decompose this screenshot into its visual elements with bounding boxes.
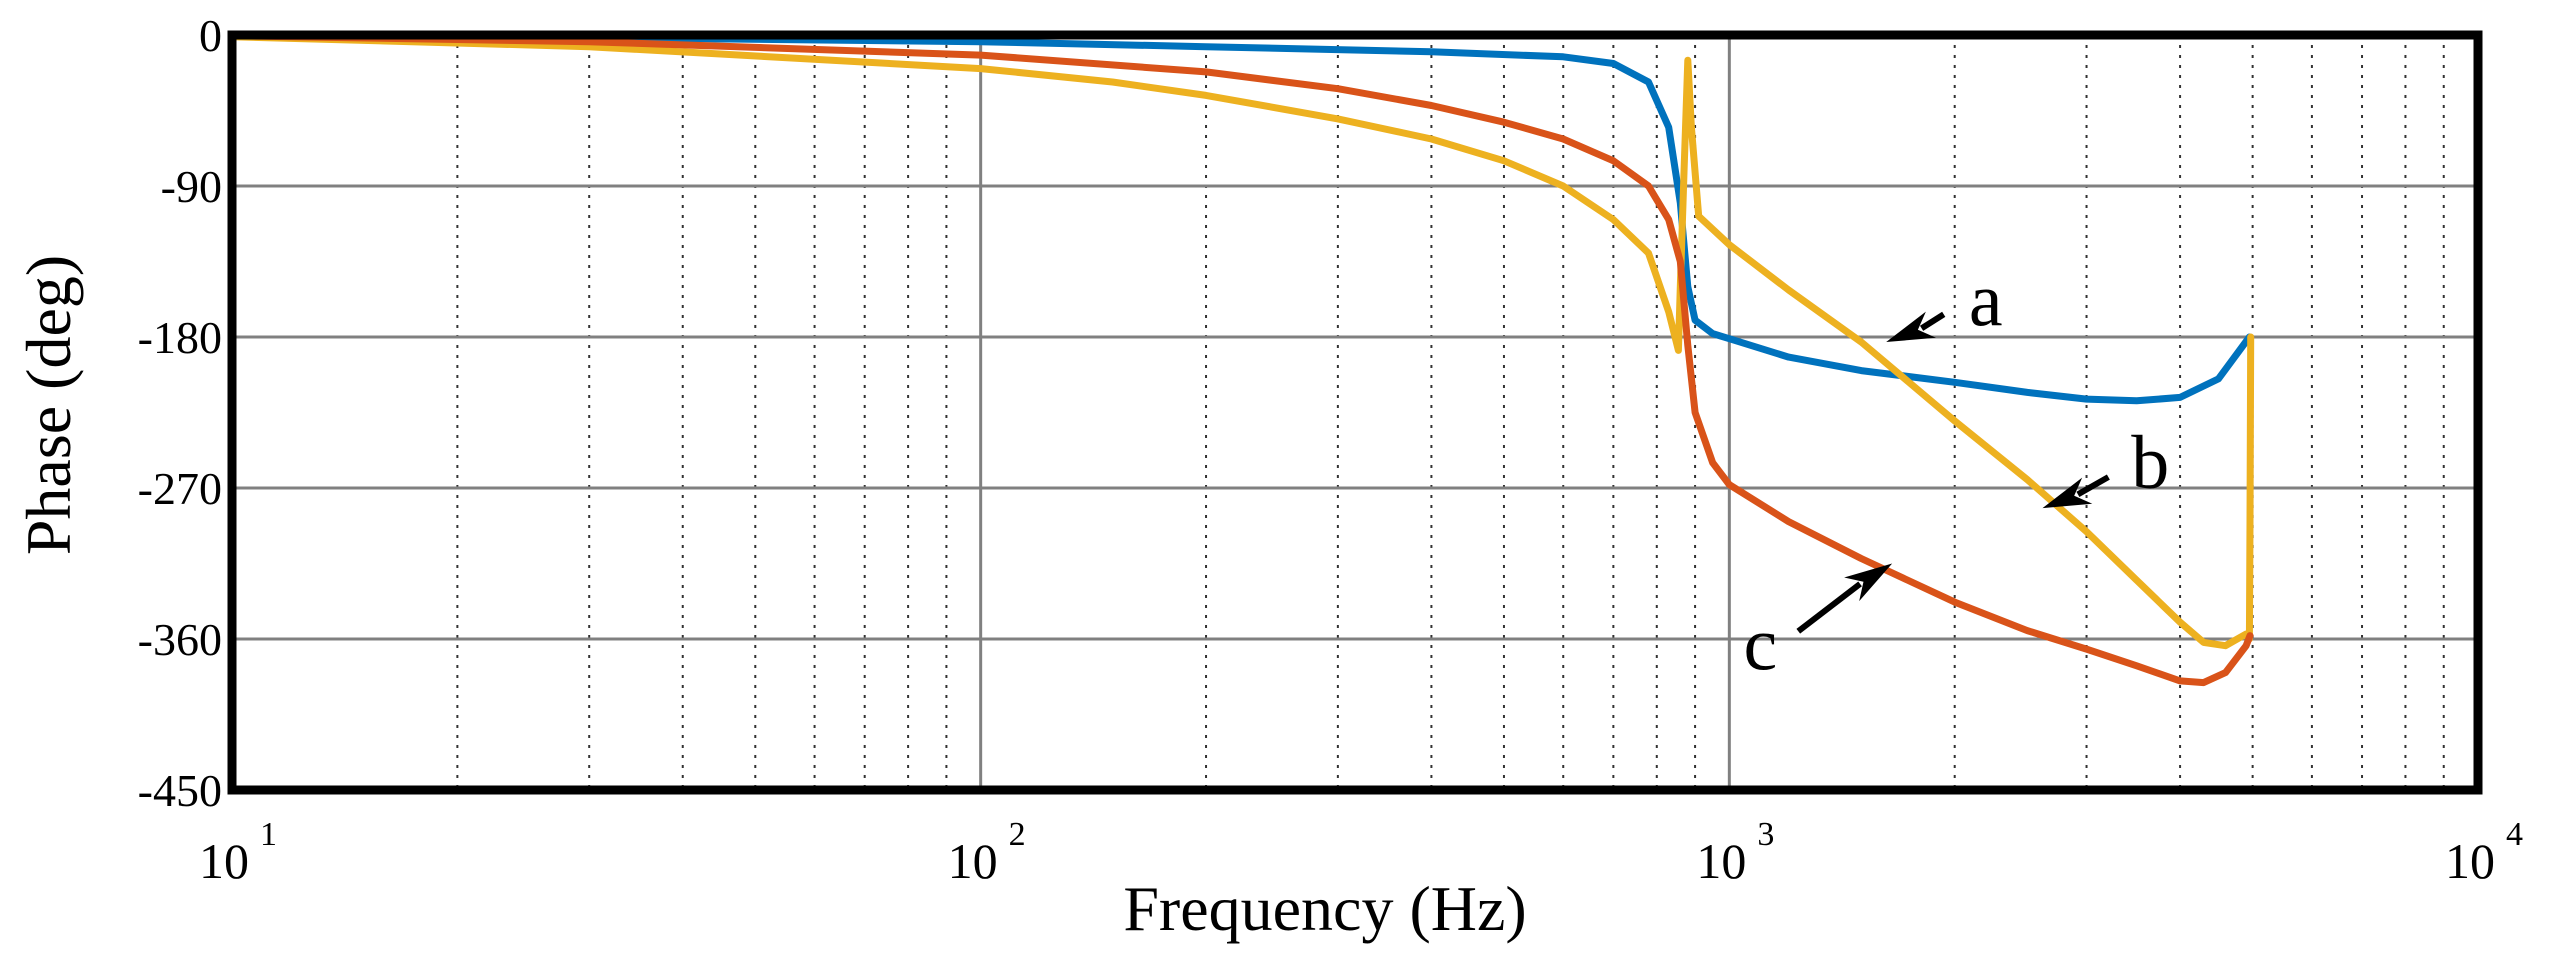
x-tick-label-exponent: 2	[1009, 816, 1026, 853]
annotation-label-c: c	[1743, 602, 1777, 686]
series-line-c	[228, 32, 2254, 687]
annotations: a b c	[1743, 258, 2169, 686]
annotation-arrowhead-c	[1844, 563, 1893, 602]
x-tick-label-exponent: 1	[260, 816, 277, 853]
y-axis-label: Phase (deg)	[13, 255, 84, 555]
x-tick-label-base: 10	[1696, 833, 1746, 889]
y-tick-label: -360	[138, 614, 222, 665]
x-axis-label: Frequency (Hz)	[1123, 873, 1526, 944]
y-tick-label: -450	[138, 765, 222, 816]
x-tick-labels: 10 1 10 2 10 3 10 4	[199, 816, 2523, 889]
x-tick-label-base: 10	[948, 833, 998, 889]
y-tick-labels: 0 -90 -180 -270 -360 -450	[138, 10, 222, 816]
annotation-label-b: b	[2131, 421, 2169, 505]
annotation-arrow-b	[2076, 474, 2110, 497]
grid	[230, 33, 2480, 792]
annotation-arrowhead-b	[2042, 477, 2093, 509]
series-line-a	[228, 31, 2253, 405]
x-tick-label-exponent: 4	[2506, 816, 2523, 853]
y-tick-label: -90	[161, 161, 222, 212]
y-tick-label: 0	[199, 10, 222, 61]
annotation-arrow-c	[1796, 581, 1862, 634]
y-tick-label: -270	[138, 463, 222, 514]
annotation-arrow-a	[1920, 311, 1946, 331]
x-tick-label-base: 10	[199, 833, 249, 889]
annotation-arrowhead-a	[1886, 311, 1937, 343]
y-tick-label: -180	[138, 312, 222, 363]
series-lines	[228, 31, 2255, 687]
annotation-label-a: a	[1969, 258, 2003, 342]
x-tick-label-base: 10	[2445, 833, 2495, 889]
x-tick-label-exponent: 3	[1757, 816, 1774, 853]
plot-frame	[227, 30, 2483, 795]
series-line-b	[228, 33, 2255, 650]
